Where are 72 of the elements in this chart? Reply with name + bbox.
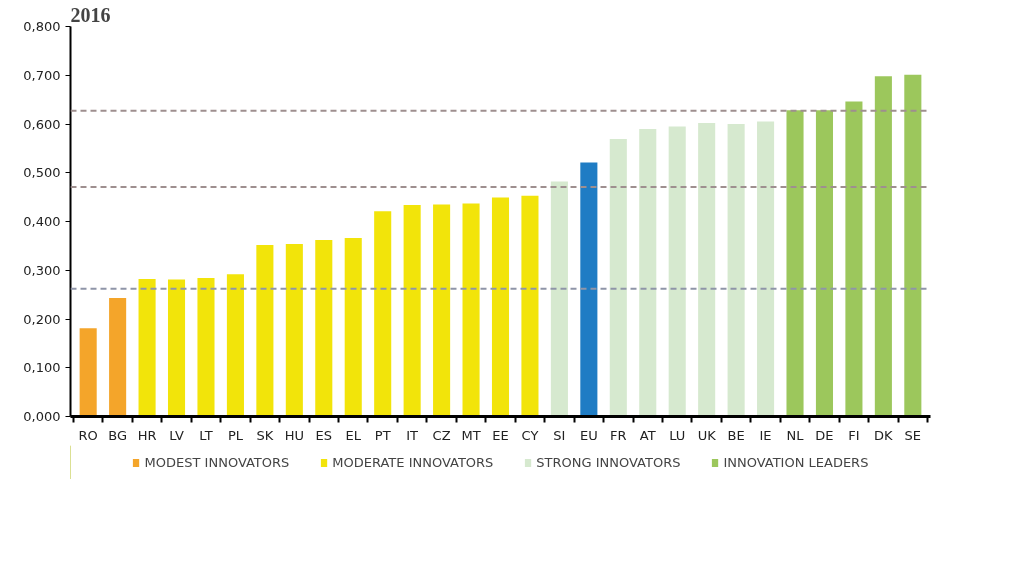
bar xyxy=(344,238,362,417)
x-tick-label: DE xyxy=(815,427,834,443)
bar xyxy=(550,181,568,417)
bar xyxy=(256,244,274,417)
bar xyxy=(580,162,598,417)
y-tick-label: 0,500 xyxy=(23,165,61,181)
x-tick-label: SE xyxy=(904,427,922,443)
bar xyxy=(786,110,804,417)
bar xyxy=(815,110,834,417)
x-tick-label: SK xyxy=(256,427,274,443)
x-tick-label: ES xyxy=(315,427,333,443)
bar xyxy=(109,298,127,417)
bar xyxy=(727,124,745,417)
x-tick-label: HR xyxy=(137,427,157,443)
bar xyxy=(79,328,97,417)
bar xyxy=(698,123,716,417)
x-tick-label: LV xyxy=(169,427,184,443)
x-tick-label: NL xyxy=(786,427,805,443)
y-tick-label: 0,200 xyxy=(23,311,61,327)
x-tick-label: LT xyxy=(199,427,213,443)
bar xyxy=(904,74,922,417)
x-tick-label: PL xyxy=(227,427,244,443)
x-tick-label: MT xyxy=(461,427,481,443)
x-tick-label: HU xyxy=(284,427,304,443)
y-tick-label: 0,700 xyxy=(23,67,61,83)
bar xyxy=(197,278,215,417)
bar xyxy=(226,274,244,417)
y-tick-label: 0,000 xyxy=(23,409,61,424)
x-tick-label: BG xyxy=(108,427,128,443)
legend-label: MODERATE INNOVATORS xyxy=(332,454,494,470)
bar xyxy=(374,211,392,417)
bar xyxy=(668,126,686,417)
legend-label: MODEST INNOVATORS xyxy=(144,454,290,470)
y-tick-label: 0,800 xyxy=(23,19,61,34)
x-tick-label: EL xyxy=(345,427,362,443)
x-tick-label: LU xyxy=(669,427,686,443)
x-tick-label: BE xyxy=(727,427,745,443)
bar xyxy=(315,240,333,417)
bar xyxy=(521,195,539,417)
bar xyxy=(462,203,480,417)
x-tick-label: CZ xyxy=(432,427,451,443)
bar xyxy=(433,204,451,417)
y-tick-label: 0,100 xyxy=(23,360,61,376)
bar xyxy=(167,279,186,417)
bar xyxy=(757,121,775,417)
bar xyxy=(845,101,863,417)
x-tick-label: DK xyxy=(874,427,894,443)
x-tick-label: PT xyxy=(374,427,391,443)
x-tick-label: RO xyxy=(78,427,98,443)
bar xyxy=(138,279,156,417)
y-tick-label: 0,600 xyxy=(23,116,61,132)
x-tick-label: CY xyxy=(521,427,539,443)
legend-label: INNOVATION LEADERS xyxy=(723,454,869,470)
x-tick-label: AT xyxy=(639,427,656,443)
bar xyxy=(285,243,303,417)
y-tick-label: 0,400 xyxy=(23,214,61,229)
legend-label: STRONG INNOVATORS xyxy=(536,454,681,470)
bar xyxy=(609,139,627,417)
bar xyxy=(874,76,892,417)
x-tick-label: FR xyxy=(610,427,627,443)
bar xyxy=(403,204,421,417)
x-tick-label: EE xyxy=(492,427,509,443)
y-tick-label: 0,300 xyxy=(23,262,61,278)
x-tick-label: UK xyxy=(697,427,717,443)
x-tick-label: IE xyxy=(759,427,772,443)
x-tick-label: FI xyxy=(848,427,860,443)
x-tick-label: IT xyxy=(406,427,419,443)
bar xyxy=(491,197,510,417)
chart-title: 2016 xyxy=(70,3,111,26)
x-tick-label: SI xyxy=(553,427,566,443)
x-tick-label: EU xyxy=(579,427,598,443)
bar xyxy=(639,128,657,417)
